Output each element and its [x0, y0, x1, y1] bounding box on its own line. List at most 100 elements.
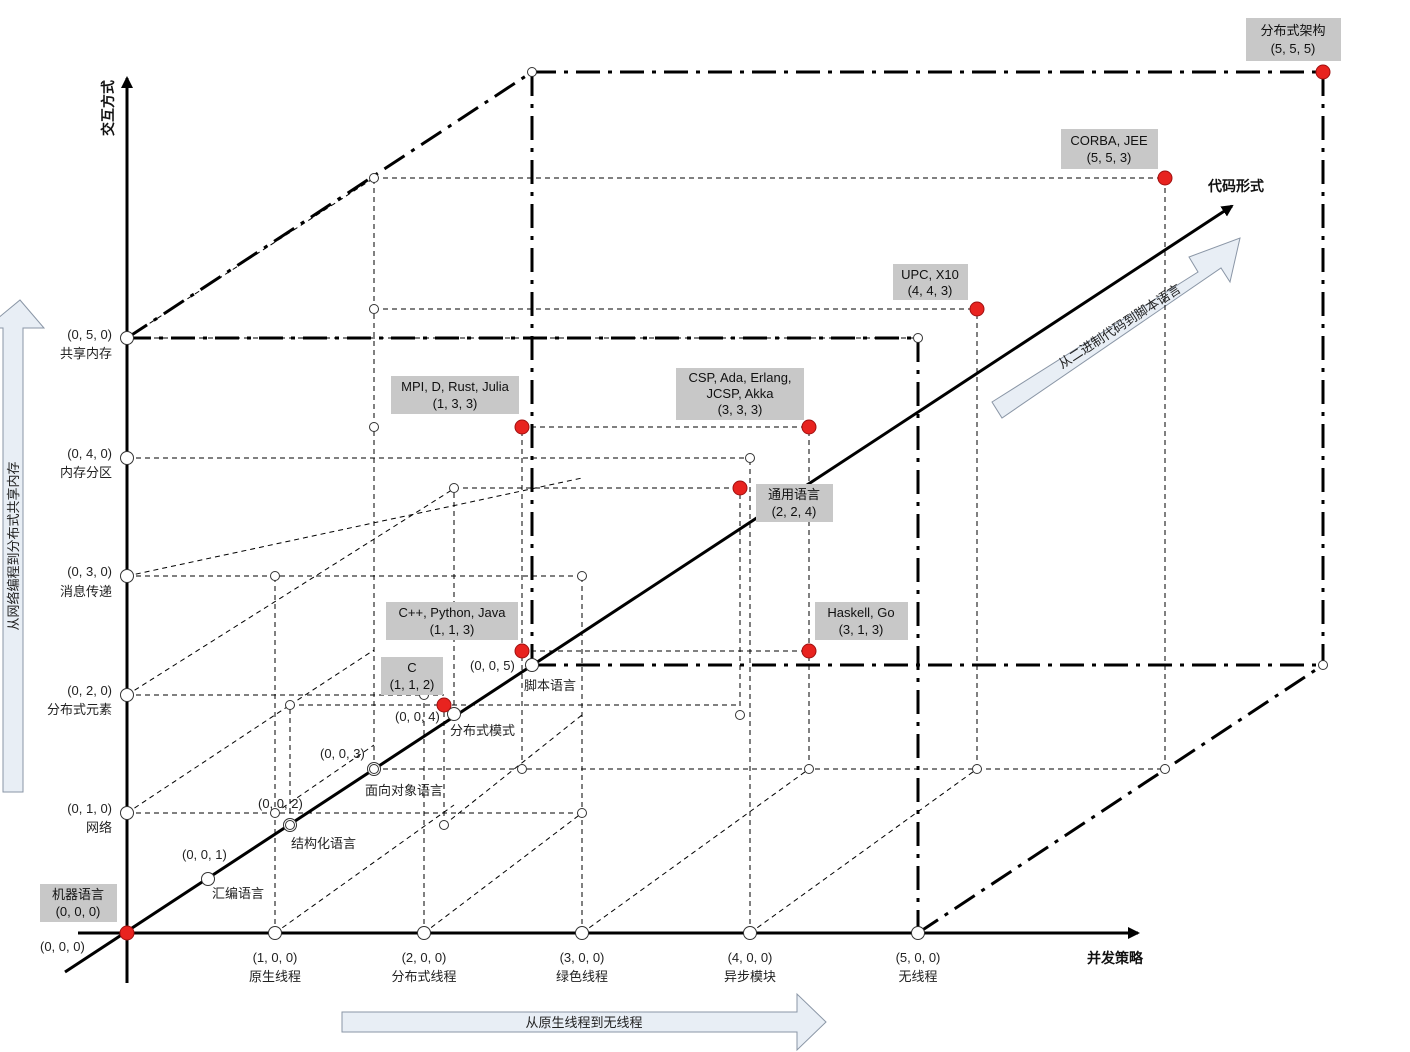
- axis-tick-node: [120, 688, 134, 702]
- axis-tick-node: [268, 926, 282, 940]
- label-line: C++, Python, Java: [399, 605, 507, 620]
- label-c: C (1, 1, 2): [381, 657, 443, 695]
- label-csp-ada-erlang: CSP, Ada, Erlang, JCSP, Akka (3, 3, 3): [676, 368, 804, 420]
- y-tick-name: 共享内存: [60, 346, 112, 361]
- z-tick-coord: (0, 0, 2): [258, 796, 303, 811]
- grid-node: [745, 453, 755, 463]
- frame-line: [126, 70, 533, 340]
- grid-line: [289, 649, 375, 706]
- label-line: (1, 1, 2): [390, 677, 435, 692]
- z-axis-line: [64, 204, 1234, 974]
- label-general-language: 通用语言 (2, 2, 4): [756, 484, 833, 522]
- label-box: [381, 657, 443, 695]
- grid-line: [423, 812, 583, 934]
- y-axis-title: 交互方式: [100, 80, 116, 136]
- label-line: Haskell, Go: [827, 605, 894, 620]
- grid-node: [804, 764, 814, 774]
- grid-line: [581, 768, 810, 934]
- x-tick-coord: (3, 0, 0): [560, 950, 605, 965]
- x-tick-name: 原生线程: [249, 969, 301, 984]
- label-line: C: [407, 660, 416, 675]
- grid-node: [1318, 660, 1328, 670]
- axis-tick-node: [525, 658, 539, 672]
- label-line: 分布式架构: [1260, 23, 1325, 38]
- label-line: (2, 2, 4): [772, 504, 817, 519]
- label-box: [676, 368, 804, 420]
- label-distributed-architecture: 分布式架构 (5, 5, 5): [1246, 18, 1341, 61]
- grid-node: [449, 483, 459, 493]
- label-line: (5, 5, 5): [1271, 41, 1316, 56]
- arrow-group-horizontal: 从原生线程到无线程: [341, 992, 827, 1052]
- axis-tick-node: [120, 331, 134, 345]
- point-marker: [801, 643, 817, 659]
- label-line: JCSP, Akka: [707, 386, 775, 401]
- diagonal-progress-arrow: [991, 237, 1241, 419]
- label-machine-language: 机器语言 (0, 0, 0): [40, 884, 117, 922]
- label-corba-jee: CORBA, JEE (5, 5, 3): [1061, 129, 1158, 169]
- grid-node: [972, 764, 982, 774]
- label-cpp-python-java: C++, Python, Java (1, 1, 3): [386, 602, 518, 640]
- axis-tick-node: [120, 806, 134, 820]
- label-line: 机器语言: [52, 887, 104, 902]
- tick-markers: [120, 67, 1328, 940]
- grid-node: [913, 333, 923, 343]
- grid-line: [443, 714, 583, 826]
- grid-node: [439, 820, 449, 830]
- label-line: (1, 3, 3): [433, 396, 478, 411]
- grid-lines: [126, 177, 1166, 934]
- grid-node: [369, 173, 379, 183]
- bounding-cube-frame: [126, 70, 1325, 935]
- x-tick-coord: (4, 0, 0): [728, 950, 773, 965]
- label-line: (3, 3, 3): [718, 402, 763, 417]
- grid-node: [577, 571, 587, 581]
- x-axis-title: 并发策略: [1087, 950, 1144, 966]
- label-box: [40, 884, 117, 922]
- grid-line: [126, 704, 291, 814]
- vertical-progress-arrow: [0, 299, 46, 793]
- z-tick-labels: (0, 0, 1) 汇编语言 (0, 0, 2) 结构化语言 (0, 0, 3)…: [182, 658, 576, 901]
- frame-line: [917, 663, 1324, 935]
- y-tick-name: 内存分区: [60, 465, 112, 480]
- label-haskell-go: Haskell, Go (3, 1, 3): [815, 602, 908, 640]
- axis-tick-node: [911, 926, 925, 940]
- horizontal-progress-arrow: [341, 992, 827, 1052]
- grid-line: [749, 768, 978, 934]
- grid-node: [1160, 764, 1170, 774]
- grid-node: [369, 422, 379, 432]
- axis-tick-node: [120, 569, 134, 583]
- z-tick-coord: (0, 0, 4): [395, 709, 440, 724]
- grid-node: [369, 304, 379, 314]
- label-box: [1061, 129, 1158, 169]
- axes: 并发策略 交互方式 代码形式: [64, 76, 1264, 983]
- axis-tick-node: [575, 926, 589, 940]
- arrow-group-diagonal: 从二进制代码到脚本语言: [991, 237, 1241, 419]
- y-tick-name: 分布式元素: [47, 702, 112, 717]
- x-tick-name: 分布式线程: [391, 969, 456, 984]
- x-tick-name: 无线程: [898, 969, 937, 984]
- origin-coord-label: (0, 0, 0): [40, 939, 85, 954]
- z-tick-coord: (0, 0, 3): [320, 746, 365, 761]
- label-mpi-d-rust-julia: MPI, D, Rust, Julia (1, 3, 3): [391, 376, 519, 414]
- y-tick-name: 网络: [86, 820, 112, 835]
- grid-node: [527, 67, 537, 77]
- point-marker: [1315, 64, 1331, 80]
- z-tick-name: 面向对象语言: [365, 783, 443, 798]
- point-marker: [119, 925, 135, 941]
- x-tick-coord: (1, 0, 0): [253, 950, 298, 965]
- horizontal-arrow-label: 从原生线程到无线程: [525, 1015, 642, 1030]
- label-line: MPI, D, Rust, Julia: [401, 379, 509, 394]
- z-tick-coord: (0, 0, 5): [470, 658, 515, 673]
- label-line: (1, 1, 3): [430, 622, 475, 637]
- grid-line: [126, 487, 456, 696]
- grid-node: [735, 710, 745, 720]
- z-tick-name: 结构化语言: [291, 836, 356, 851]
- highlighted-points: [119, 64, 1331, 941]
- axis-tick-node: [417, 926, 431, 940]
- label-line: (5, 5, 3): [1087, 150, 1132, 165]
- label-line: (4, 4, 3): [908, 283, 953, 298]
- y-tick-labels: (0, 1, 0) 网络 (0, 2, 0) 分布式元素 (0, 3, 0) 消…: [47, 327, 112, 835]
- grid-node: [270, 808, 280, 818]
- label-box: [391, 376, 519, 414]
- x-tick-name: 绿色线程: [556, 969, 608, 984]
